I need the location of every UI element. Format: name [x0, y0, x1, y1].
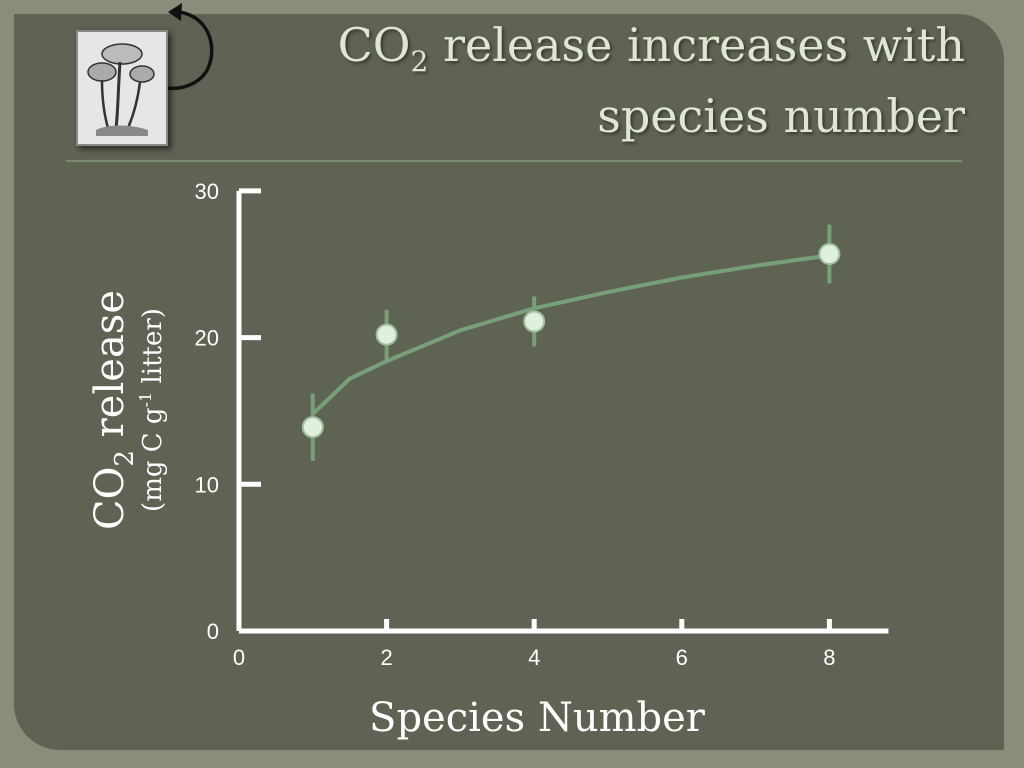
y-tick-label: 0: [207, 619, 219, 644]
title-subscript: 2: [410, 45, 429, 79]
y-label-co: CO: [87, 467, 133, 530]
y-units-b: litter): [138, 308, 168, 392]
data-points: [301, 242, 841, 439]
data-point: [301, 416, 324, 439]
y-axis-label-main: CO2 release: [87, 290, 140, 530]
title-co: CO: [337, 18, 411, 72]
chart-labels: Species Number CO2 release (mg C g-1 lit…: [87, 290, 706, 741]
y-units-a: (mg C g: [138, 407, 168, 512]
data-point: [818, 242, 841, 265]
x-tick-label: 4: [528, 645, 540, 670]
y-tick-label: 10: [195, 472, 219, 497]
x-tick-label: 6: [676, 645, 688, 670]
y-axis-label: CO2 release (mg C g-1 litter): [87, 290, 168, 530]
mushroom-illustration: [78, 32, 166, 144]
slide-title: CO2 release increases with species numbe…: [230, 18, 965, 143]
curved-arrow-icon: [165, 3, 214, 91]
y-tick-label: 20: [195, 326, 219, 351]
title-divider: [66, 160, 962, 162]
x-axis-label: Species Number: [369, 695, 706, 741]
title-line-2: species number: [597, 89, 965, 144]
chart-axes: 0 10 20 30 0 2 4 6 8: [195, 179, 889, 670]
y-label-release: release: [87, 290, 133, 450]
y-axis-units: (mg C g-1 litter): [136, 308, 168, 512]
data-point: [375, 323, 398, 346]
mushroom-image: [76, 30, 168, 146]
x-tick-label: 2: [380, 645, 392, 670]
data-point: [523, 310, 546, 333]
x-tick-label: 8: [823, 645, 835, 670]
title-line-1: CO2 release increases with: [230, 18, 965, 89]
y-tick-label: 30: [195, 179, 219, 204]
x-tick-label: 0: [233, 645, 245, 670]
y-label-subscript: 2: [110, 450, 140, 467]
slide-background: [14, 14, 1004, 750]
y-units-superscript: -1: [136, 392, 155, 408]
title-text: release increases with: [428, 18, 965, 72]
